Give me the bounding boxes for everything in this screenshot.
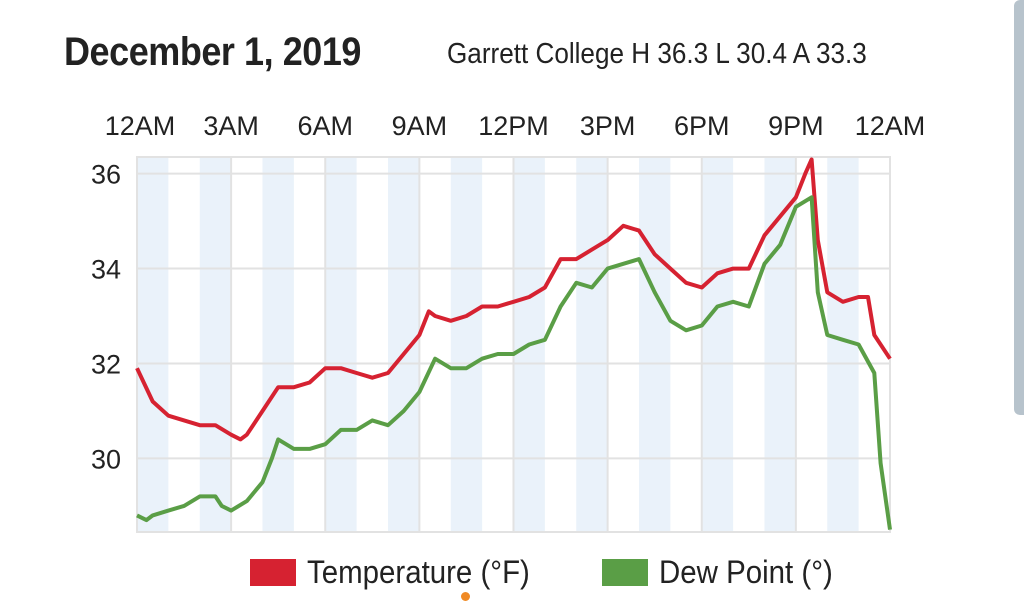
legend-swatch-temperature xyxy=(250,559,296,586)
legend-swatch-dew-point xyxy=(602,559,649,586)
y-tick-label: 34 xyxy=(91,255,121,285)
chart-subtitle: Garrett College H 36.3 L 30.4 A 33.3 xyxy=(447,38,867,70)
x-tick-label: 12PM xyxy=(478,111,549,141)
plot-frame xyxy=(136,156,891,533)
y-tick-label: 30 xyxy=(91,444,121,474)
dew-point-line xyxy=(136,195,892,530)
hour-band xyxy=(450,157,483,532)
hour-band xyxy=(199,157,232,532)
x-tick-label: 12AM xyxy=(105,111,176,141)
legend-label-dew-point: Dew Point (°) xyxy=(659,554,833,590)
legend-label-temperature: Temperature (°F) xyxy=(307,554,530,590)
hour-band xyxy=(262,157,294,532)
x-tick-label: 9AM xyxy=(392,111,448,141)
temperature-line xyxy=(135,157,892,442)
x-tick-label: 6PM xyxy=(674,111,730,141)
x-tick-label: 3PM xyxy=(580,111,636,141)
hour-band xyxy=(576,157,608,532)
x-tick-label: 12AM xyxy=(855,111,926,141)
hour-band xyxy=(325,157,357,532)
x-tick-label: 9PM xyxy=(768,111,824,141)
y-tick-label: 32 xyxy=(91,349,121,379)
x-tick-label: 6AM xyxy=(297,111,353,141)
side-panel-edge[interactable] xyxy=(1014,0,1024,415)
hour-band xyxy=(701,157,734,532)
x-tick-label: 3AM xyxy=(203,111,259,141)
hour-band xyxy=(137,157,169,532)
legend-temperature[interactable]: Temperature (°F) xyxy=(250,554,530,591)
legend-dew-point[interactable]: Dew Point (°) xyxy=(602,554,833,591)
hour-band xyxy=(639,157,671,532)
chart-title: December 1, 2019 xyxy=(64,30,362,74)
legend: Temperature (°F) Dew Point (°) xyxy=(250,554,901,591)
hour-band xyxy=(388,157,420,532)
y-tick-label: 36 xyxy=(91,160,121,190)
